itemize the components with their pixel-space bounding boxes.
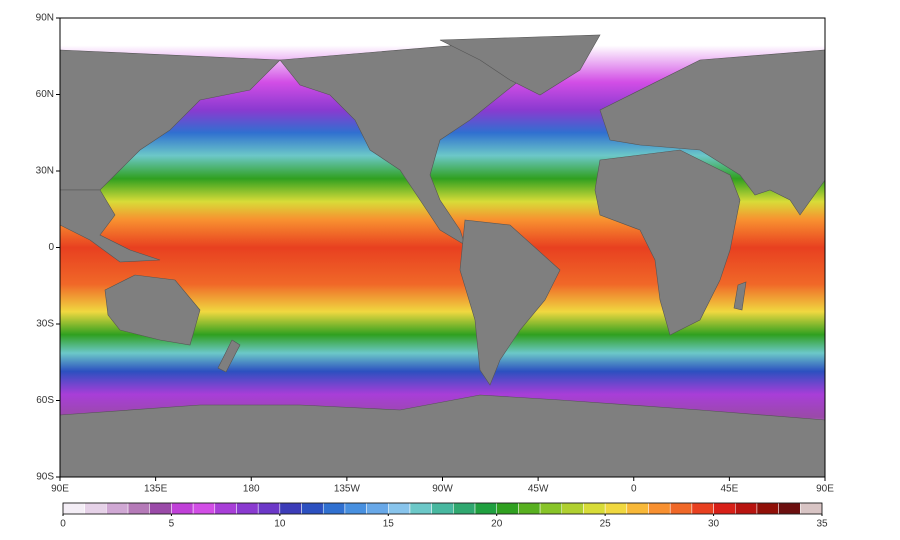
colorbar-swatch	[648, 502, 671, 515]
south-america	[459, 219, 561, 386]
colorbar-swatch	[713, 502, 736, 515]
lat-label: 0	[48, 242, 54, 253]
colorbar-swatch	[626, 502, 649, 515]
colorbar: 0 5 10 15 20 25 30 35	[60, 502, 828, 530]
lon-label: 90E	[816, 484, 834, 495]
lon-label: 135W	[334, 484, 361, 495]
colorbar-label: 5	[169, 519, 175, 530]
colorbar-swatch	[453, 502, 476, 515]
new-zealand	[217, 339, 241, 373]
colorbar-swatch	[431, 502, 454, 515]
colorbar-label: 35	[816, 519, 828, 530]
colorbar-swatch	[84, 502, 107, 515]
colorbar-swatch	[496, 502, 519, 515]
colorbar-swatch	[366, 502, 389, 515]
colorbar-swatch	[192, 502, 216, 515]
lat-label: 60S	[36, 395, 54, 406]
lat-label: 30S	[36, 319, 54, 330]
lon-label: 90E	[51, 484, 69, 495]
lon-label: 0	[631, 484, 637, 495]
colorbar-swatch	[691, 502, 714, 515]
lon-label: 45E	[720, 484, 738, 495]
colorbar-swatch	[756, 502, 779, 515]
colorbar-swatch	[344, 502, 367, 515]
colorbar-swatch	[214, 502, 237, 515]
colorbar-label: 15	[383, 519, 395, 530]
africa	[594, 149, 741, 336]
colorbar-swatch	[604, 502, 628, 515]
lat-label: 60N	[36, 89, 54, 100]
colorbar-label: 20	[491, 519, 503, 530]
colorbar-label: 10	[274, 519, 286, 530]
colorbar-swatch	[474, 502, 497, 515]
colorbar-swatch	[735, 502, 758, 515]
colorbar-swatch	[561, 502, 584, 515]
colorbar-swatch	[279, 502, 302, 515]
colorbar-swatch	[583, 502, 606, 515]
lat-label: 90N	[36, 13, 54, 24]
colorbar-swatch	[388, 502, 411, 515]
colorbar-swatch	[106, 502, 129, 515]
lat-label: 90S	[36, 472, 54, 483]
colorbar-swatch	[800, 502, 823, 515]
colorbar-swatch	[322, 502, 346, 515]
colorbar-frame	[62, 502, 823, 515]
colorbar-swatch	[778, 502, 801, 515]
colorbar-swatch	[257, 502, 281, 515]
lon-label: 45W	[528, 484, 549, 495]
colorbar-swatch	[149, 502, 172, 515]
colorbar-swatch	[62, 502, 85, 515]
colorbar-swatch	[518, 502, 541, 515]
australia	[104, 274, 201, 346]
colorbar-label: 25	[600, 519, 612, 530]
colorbar-swatch	[539, 502, 563, 515]
colorbar-swatch	[669, 502, 693, 515]
madagascar	[733, 281, 747, 311]
colorbar-label: 0	[60, 519, 66, 530]
southeast-asia	[59, 189, 161, 263]
map-area	[59, 17, 826, 478]
lon-label: 90W	[432, 484, 453, 495]
lon-label: 135E	[144, 484, 168, 495]
colorbar-swatch	[409, 502, 432, 515]
lat-label: 30N	[36, 166, 54, 177]
colorbar-swatch	[301, 502, 324, 515]
colorbar-swatch	[236, 502, 259, 515]
colorbar-swatch	[171, 502, 194, 515]
lon-label: 180	[243, 484, 260, 495]
colorbar-swatch	[127, 502, 150, 515]
colorbar-label: 30	[708, 519, 720, 530]
greenland	[439, 34, 601, 96]
